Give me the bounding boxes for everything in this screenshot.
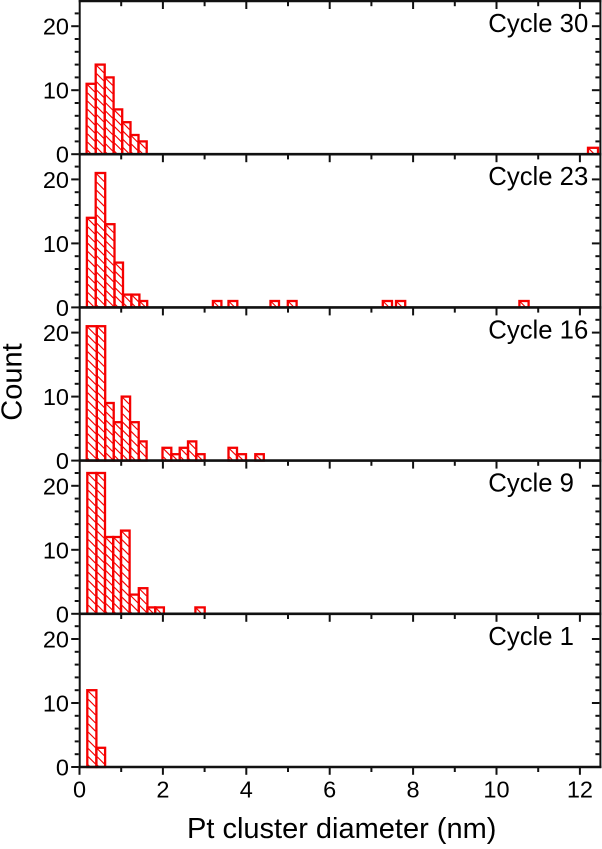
svg-text:Cycle 1: Cycle 1 xyxy=(488,623,574,651)
svg-text:Cycle 16: Cycle 16 xyxy=(488,316,588,344)
svg-text:10: 10 xyxy=(43,384,69,410)
svg-text:8: 8 xyxy=(407,776,420,802)
svg-text:Cycle 30: Cycle 30 xyxy=(488,10,588,38)
svg-text:20: 20 xyxy=(43,14,69,40)
svg-text:6: 6 xyxy=(323,776,336,802)
svg-text:2: 2 xyxy=(156,776,169,802)
svg-text:0: 0 xyxy=(56,448,69,474)
svg-text:4: 4 xyxy=(240,776,253,802)
svg-text:10: 10 xyxy=(43,78,69,104)
svg-text:0: 0 xyxy=(56,755,69,781)
svg-text:Count: Count xyxy=(0,343,29,420)
svg-text:10: 10 xyxy=(43,231,69,257)
svg-text:10: 10 xyxy=(43,691,69,717)
svg-text:10: 10 xyxy=(483,776,509,802)
svg-text:Cycle 23: Cycle 23 xyxy=(488,163,588,191)
svg-text:20: 20 xyxy=(43,167,69,193)
svg-text:20: 20 xyxy=(43,473,69,499)
svg-text:Pt cluster diameter (nm): Pt cluster diameter (nm) xyxy=(187,813,496,844)
svg-text:0: 0 xyxy=(73,776,86,802)
svg-text:20: 20 xyxy=(43,627,69,653)
svg-text:0: 0 xyxy=(56,142,69,168)
svg-text:0: 0 xyxy=(56,601,69,627)
svg-text:10: 10 xyxy=(43,537,69,563)
svg-text:Cycle 9: Cycle 9 xyxy=(488,470,574,498)
svg-text:12: 12 xyxy=(567,776,593,802)
svg-text:20: 20 xyxy=(43,320,69,346)
svg-text:0: 0 xyxy=(56,295,69,321)
